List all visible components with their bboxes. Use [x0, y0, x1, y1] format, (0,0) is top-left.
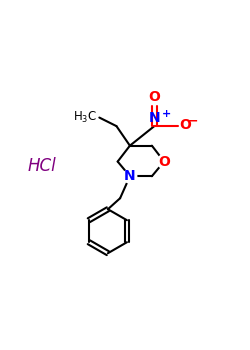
Text: N: N [124, 169, 136, 183]
Circle shape [123, 169, 137, 183]
Text: HCl: HCl [28, 158, 56, 175]
Text: N: N [148, 111, 160, 125]
Text: O: O [158, 155, 170, 169]
Text: O: O [179, 118, 191, 132]
Text: +: + [162, 109, 171, 119]
Text: −: − [187, 114, 198, 127]
Text: H$_3$C: H$_3$C [73, 110, 98, 125]
Circle shape [157, 155, 171, 168]
Text: O: O [148, 90, 160, 104]
